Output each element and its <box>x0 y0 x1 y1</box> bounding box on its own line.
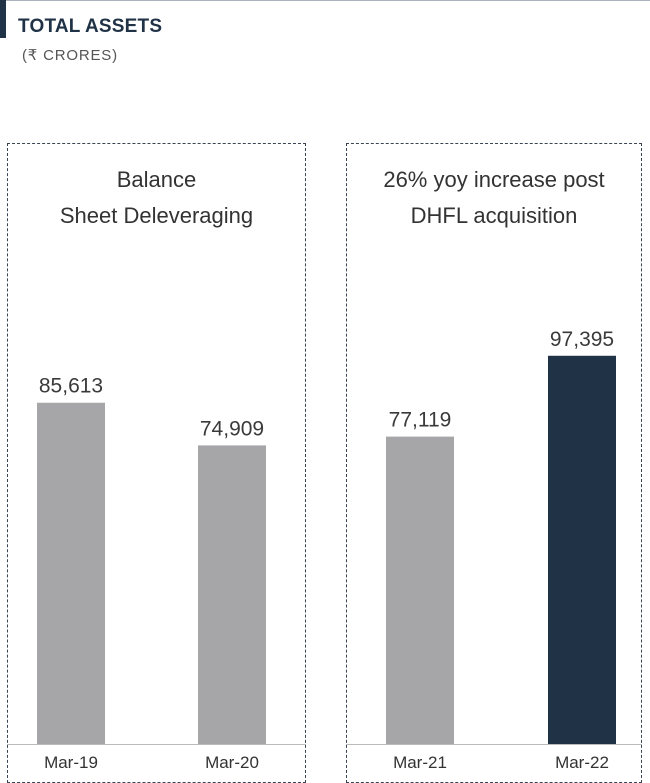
group-label-line: 26% yoy increase post <box>383 167 605 192</box>
group-label-line: Sheet Deleveraging <box>59 203 254 228</box>
data-label-mar-22: 97,395 <box>550 328 614 351</box>
top-rule <box>0 0 650 1</box>
bar-mar-21 <box>386 436 454 744</box>
data-label-mar-20: 74,909 <box>200 417 264 440</box>
bar-mar-19 <box>37 402 105 744</box>
chart-title: TOTAL ASSETS <box>18 16 163 37</box>
group-label-line: DHFL acquisition <box>410 203 578 228</box>
axis-baseline-right <box>346 744 642 745</box>
x-tick-label: Mar-19 <box>44 753 98 771</box>
data-label-mar-21: 77,119 <box>389 409 452 432</box>
group-label-deleveraging: Balance Sheet Deleveraging <box>7 162 306 234</box>
group-label-line: Balance <box>116 167 197 192</box>
title-accent-bar <box>0 0 6 38</box>
x-tick-label: Mar-22 <box>555 753 609 771</box>
x-tick-label: Mar-20 <box>205 753 259 771</box>
x-tick-label: Mar-21 <box>393 753 447 771</box>
data-label-mar-19: 85,613 <box>39 375 103 398</box>
group-label-acquisition: 26% yoy increase post DHFL acquisition <box>346 162 642 234</box>
bar-mar-22 <box>548 355 616 744</box>
bar-mar-20 <box>198 445 266 744</box>
axis-baseline-left <box>7 744 306 745</box>
chart-subtitle: (₹ CRORES) <box>22 47 118 64</box>
